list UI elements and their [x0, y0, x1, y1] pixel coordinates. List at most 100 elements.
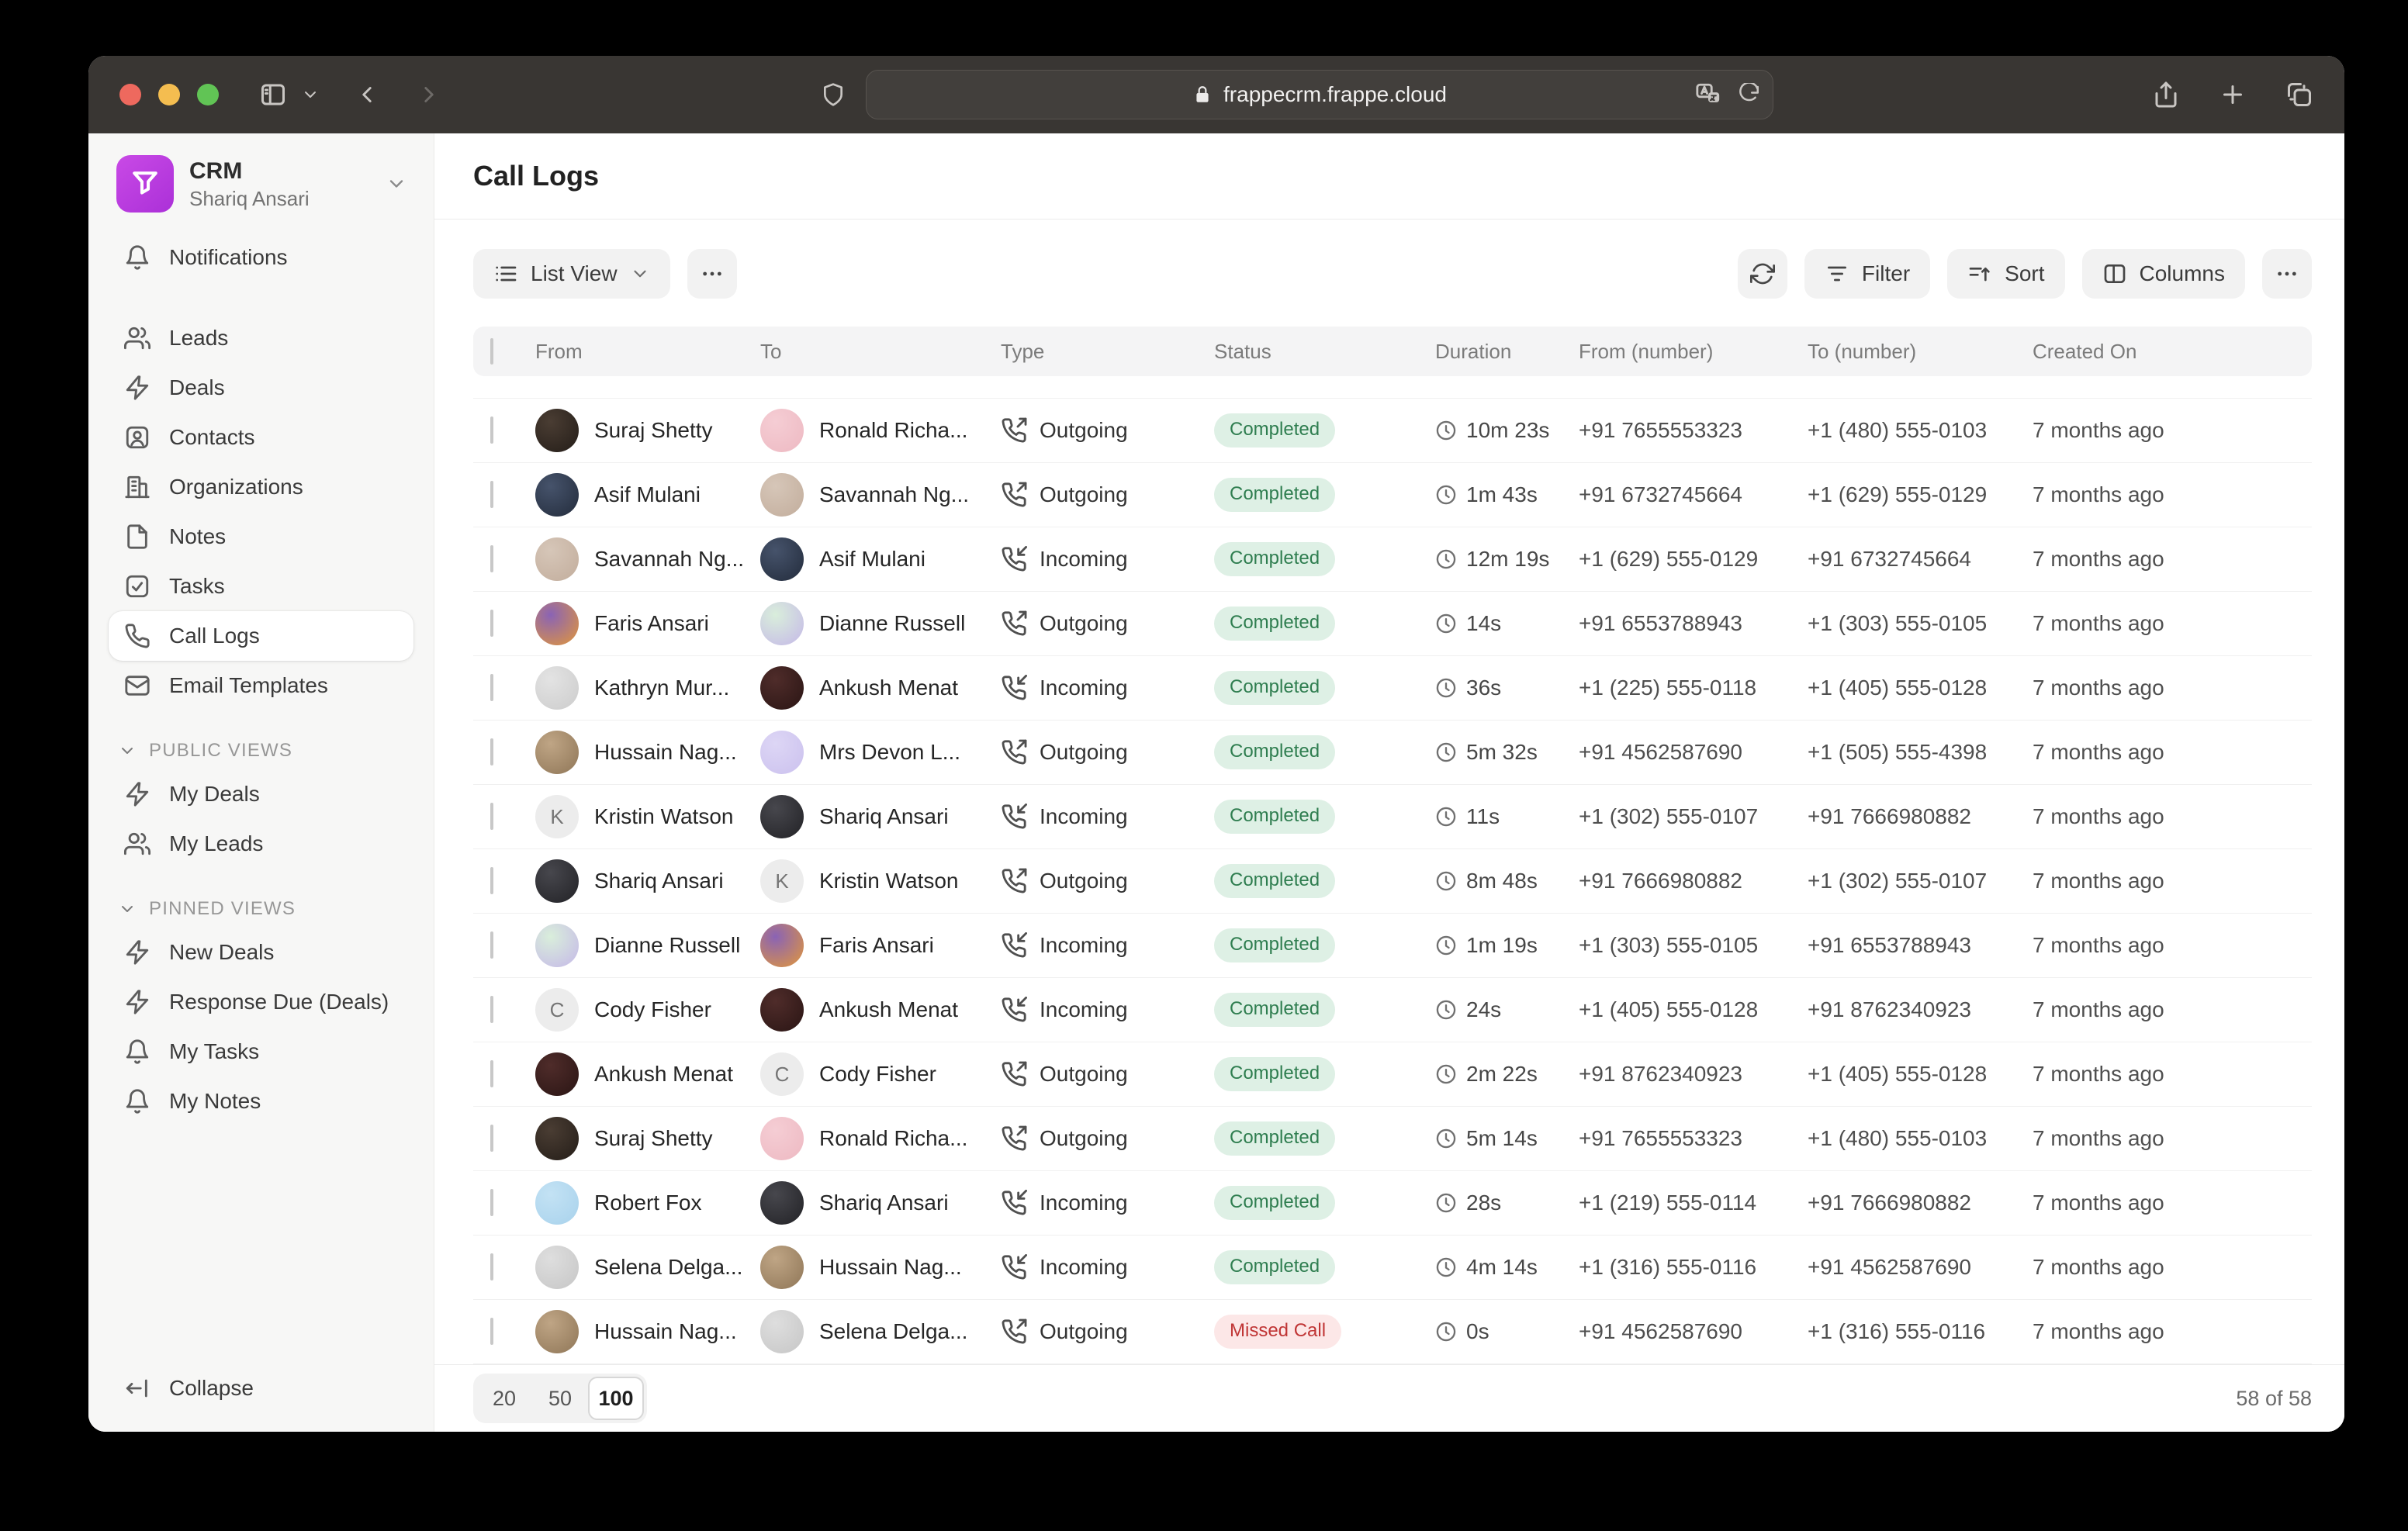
table-row[interactable]: C Cody Fisher Ankush Menat Incoming Compl… — [473, 978, 2312, 1043]
section-header-pinned-views[interactable]: PINNED VIEWS — [109, 898, 413, 920]
sidebar-item-my-leads[interactable]: My Leads — [109, 819, 413, 869]
clock-icon — [1435, 613, 1457, 634]
share-icon[interactable] — [2152, 81, 2180, 109]
zoom-window-button[interactable] — [197, 84, 219, 105]
column-header[interactable]: Type — [1001, 339, 1045, 363]
new-tab-icon[interactable] — [2219, 81, 2247, 109]
row-checkbox[interactable] — [490, 481, 493, 509]
table-row[interactable]: Robert Fox Shariq Ansari Incoming Comple… — [473, 1171, 2312, 1236]
address-bar[interactable]: frappecrm.frappe.cloud — [866, 70, 1773, 119]
row-checkbox[interactable] — [490, 738, 493, 766]
list-view-icon — [493, 261, 518, 286]
sort-button[interactable]: Sort — [1947, 249, 2065, 299]
to-name: Kristin Watson — [819, 869, 959, 893]
table-row[interactable]: Shariq Ansari K Kristin Watson Outgoing C… — [473, 849, 2312, 914]
table-row[interactable]: Suraj Shetty Ronald Richa... Outgoing Co… — [473, 399, 2312, 464]
table-row[interactable]: Hussain Nag... Mrs Devon L... Outgoing C… — [473, 721, 2312, 786]
sidebar-item-my-notes[interactable]: My Notes — [109, 1077, 413, 1126]
privacy-shield-icon[interactable] — [821, 82, 846, 107]
chevron-down-icon — [630, 264, 650, 284]
table-row[interactable]: Suraj Shetty Ronald Richa... Outgoing Co… — [473, 1107, 2312, 1172]
from-name: Cody Fisher — [594, 997, 711, 1022]
created-on: 7 months ago — [2033, 869, 2164, 893]
call-type-label: Incoming — [1040, 804, 1128, 829]
table-row[interactable]: Asif Mulani Savannah Ng... Outgoing Comp… — [473, 463, 2312, 528]
refresh-button[interactable] — [1737, 249, 1787, 299]
sidebar-item-notes[interactable]: Notes — [109, 512, 413, 562]
row-checkbox[interactable] — [490, 931, 493, 959]
sidebar-item-response-due-deals[interactable]: Response Due (Deals) — [109, 977, 413, 1027]
sidebar-item-new-deals[interactable]: New Deals — [109, 928, 413, 977]
column-header[interactable]: From — [535, 339, 583, 363]
sidebar-collapse-button[interactable]: Collapse — [109, 1363, 413, 1413]
table-row[interactable]: K Kristin Watson Shariq Ansari Incoming C… — [473, 785, 2312, 850]
column-header[interactable]: From (number) — [1579, 339, 1714, 363]
sidebar-item-contacts[interactable]: Contacts — [109, 413, 413, 462]
columns-button[interactable]: Columns — [2081, 249, 2245, 299]
duration-value: 1m 19s — [1466, 933, 1538, 958]
sidebar-toggle-icon[interactable] — [259, 81, 287, 109]
back-icon[interactable] — [354, 81, 380, 108]
close-window-button[interactable] — [119, 84, 141, 105]
sidebar-item-tasks[interactable]: Tasks — [109, 562, 413, 611]
column-header[interactable]: Created On — [2033, 339, 2137, 363]
table-row[interactable]: Hussain Nag... Selena Delga... Outgoing … — [473, 1300, 2312, 1365]
minimize-window-button[interactable] — [158, 84, 180, 105]
sidebar-item-email-templates[interactable]: Email Templates — [109, 661, 413, 710]
row-checkbox[interactable] — [490, 1318, 493, 1346]
table-row[interactable]: Selena Delga... Hussain Nag... Incoming … — [473, 1236, 2312, 1301]
column-header[interactable]: Status — [1214, 339, 1271, 363]
row-checkbox[interactable] — [490, 1125, 493, 1153]
forward-icon[interactable] — [416, 81, 442, 108]
tab-overview-icon[interactable] — [2285, 81, 2313, 109]
view-more-button[interactable] — [687, 249, 737, 299]
row-checkbox[interactable] — [490, 545, 493, 573]
row-checkbox[interactable] — [490, 674, 493, 702]
page-size-50[interactable]: 50 — [548, 1386, 573, 1410]
row-checkbox[interactable] — [490, 416, 493, 444]
sidebar-item-organizations[interactable]: Organizations — [109, 462, 413, 512]
to-name: Shariq Ansari — [819, 804, 949, 829]
status-badge: Completed — [1214, 1121, 1336, 1156]
table-row[interactable]: Savannah Ng... Asif Mulani Incoming Comp… — [473, 527, 2312, 593]
row-checkbox[interactable] — [490, 610, 493, 638]
sidebar-item-label: My Tasks — [169, 1039, 260, 1063]
page-size-100[interactable]: 100 — [588, 1377, 644, 1421]
table-row[interactable]: Dianne Russell Faris Ansari Incoming Com… — [473, 914, 2312, 979]
row-checkbox[interactable] — [490, 1060, 493, 1088]
row-checkbox[interactable] — [490, 867, 493, 895]
table-row[interactable]: Faris Ansari Dianne Russell Outgoing Com… — [473, 592, 2312, 657]
duration-value: 28s — [1466, 1191, 1502, 1215]
section-header-public-views[interactable]: PUBLIC VIEWS — [109, 740, 413, 762]
created-on: 7 months ago — [2033, 1062, 2164, 1087]
translate-icon[interactable] — [1695, 81, 1721, 108]
filter-button[interactable]: Filter — [1804, 249, 1931, 299]
select-all-checkbox[interactable] — [490, 337, 493, 365]
sidebar-item-my-deals[interactable]: My Deals — [109, 769, 413, 819]
view-switcher-button[interactable]: List View — [473, 249, 670, 299]
sidebar-item-label: Call Logs — [169, 624, 260, 648]
table-row[interactable]: Ankush Menat C Cody Fisher Outgoing Compl… — [473, 1042, 2312, 1108]
table-row[interactable]: Kathryn Mur... Ankush Menat Incoming Com… — [473, 656, 2312, 721]
sidebar-item-leads[interactable]: Leads — [109, 313, 413, 363]
page-size-20[interactable]: 20 — [492, 1386, 517, 1410]
row-checkbox[interactable] — [490, 803, 493, 831]
sidebar-item-deals[interactable]: Deals — [109, 363, 413, 413]
row-checkbox[interactable] — [490, 996, 493, 1024]
row-checkbox[interactable] — [490, 1189, 493, 1217]
reload-icon[interactable] — [1735, 83, 1759, 106]
workspace-switcher[interactable]: CRM Shariq Ansari — [109, 147, 413, 233]
sidebar-item-my-tasks[interactable]: My Tasks — [109, 1027, 413, 1077]
column-header[interactable]: To — [760, 339, 782, 363]
from-name: Hussain Nag... — [594, 1319, 737, 1344]
more-options-button[interactable] — [2262, 249, 2312, 299]
column-header[interactable]: Duration — [1435, 339, 1512, 363]
created-on: 7 months ago — [2033, 1255, 2164, 1280]
row-checkbox[interactable] — [490, 1253, 493, 1281]
column-header[interactable]: To (number) — [1808, 339, 1917, 363]
sidebar-item-call-logs[interactable]: Call Logs — [109, 611, 413, 661]
chevron-down-icon[interactable] — [301, 85, 320, 104]
from-avatar — [535, 859, 579, 904]
sidebar-item-notifications[interactable]: Notifications — [109, 233, 413, 282]
call-type-label: Incoming — [1040, 1255, 1128, 1280]
